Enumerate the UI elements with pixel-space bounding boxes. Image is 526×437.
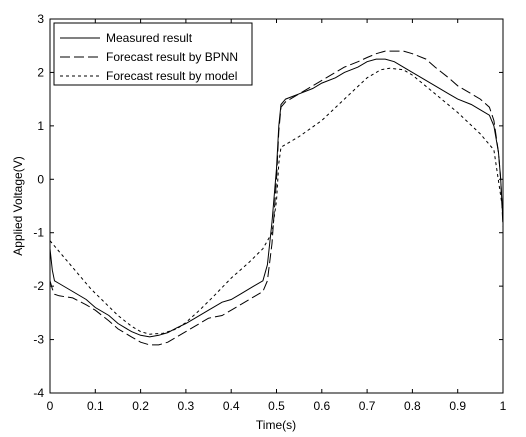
series-line-2 (49, 50, 504, 346)
y-tick-label: 2 (37, 65, 44, 79)
y-tick-label: -2 (33, 279, 44, 293)
y-tick-label: -4 (33, 386, 44, 400)
legend-label-measured: Measured result (106, 31, 193, 45)
y-tick-label: -1 (33, 226, 44, 240)
y-tick-label: 1 (37, 119, 44, 133)
x-tick-label: 0.1 (87, 399, 104, 413)
x-tick-label: 0 (47, 399, 54, 413)
series-layer (49, 50, 504, 346)
legend-box (53, 22, 253, 86)
legend-label-model: Forecast result by model (106, 69, 237, 83)
x-tick-label: 1 (500, 399, 507, 413)
y-axis-label: Applied Voltage(V) (11, 156, 25, 255)
x-tick-label: 0.7 (359, 399, 376, 413)
x-tick-label: 0.9 (449, 399, 466, 413)
x-tick-label: 0.5 (268, 399, 285, 413)
y-tick-label: 0 (37, 172, 44, 186)
x-tick-label: 0.8 (404, 399, 421, 413)
x-tick-label: 0.3 (178, 399, 195, 413)
x-tick-label: 0.2 (132, 399, 149, 413)
series-line-3 (49, 67, 504, 335)
legend-label-bpnn: Forecast result by BPNN (106, 50, 238, 64)
ticks-layer: 0 0.1 0.2 0.3 0.4 0.5 0.6 0.7 0.8 0.9 1 -4 -3 -2 -1 0 1 2… (33, 12, 506, 413)
x-axis-label: Time(s) (256, 418, 296, 432)
x-tick-label: 0.4 (223, 399, 240, 413)
x-tick-label: 0.6 (313, 399, 330, 413)
legend: Measured result Forecast result by BPNN … (53, 22, 253, 86)
y-tick-label: 3 (37, 12, 44, 26)
y-tick-label: -3 (33, 333, 44, 347)
